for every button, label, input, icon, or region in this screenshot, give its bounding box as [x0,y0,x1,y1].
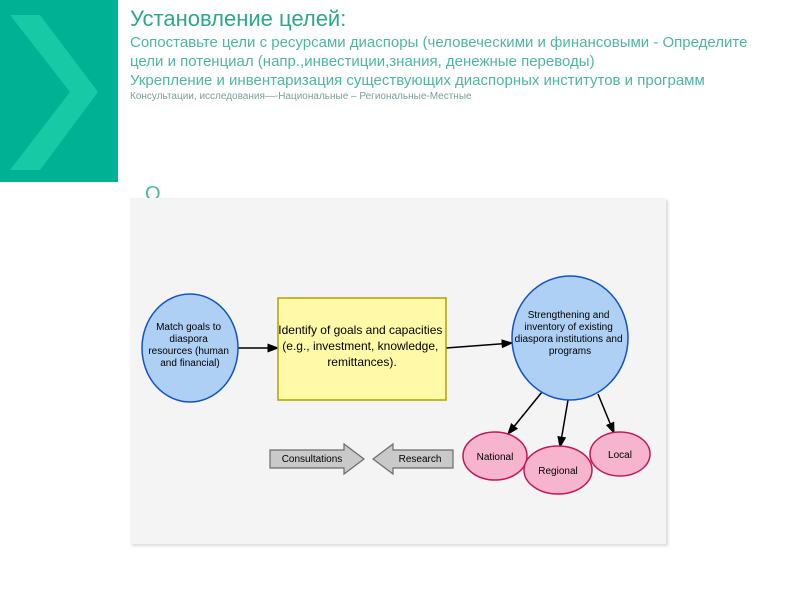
node-match-goals-text: Match goals to diaspora resources (human… [148,322,231,369]
edge-right-national [508,392,542,434]
arrow-research-text: Research [399,454,442,465]
header-text-block: Установление целей: Сопоставьте цели с р… [130,6,780,103]
edge-right-local [598,394,614,433]
flowchart-diagram: Match goals to diaspora resources (human… [130,198,666,544]
edge-center-right [446,343,512,348]
slide-title: Установление целей: [130,6,780,32]
slide-root: Установление целей: Сопоставьте цели с р… [0,0,800,600]
slide-subtitle-1: Сопоставьте цели с ресурсами диаспоры (ч… [130,34,780,72]
arrow-consultations-text: Consultations [282,454,343,465]
node-local-text: Local [608,450,632,461]
slide-subtitle-2: Укрепление и инвентаризация существующих… [130,72,780,91]
edge-right-regional [560,400,568,447]
slide-subtitle-3: Консультации, исследования—-Национальные… [130,91,780,103]
node-national-text: National [477,452,514,463]
node-regional-text: Regional [538,466,577,477]
diagram-container: Match goals to diaspora resources (human… [130,198,666,544]
header-decor [0,0,118,182]
